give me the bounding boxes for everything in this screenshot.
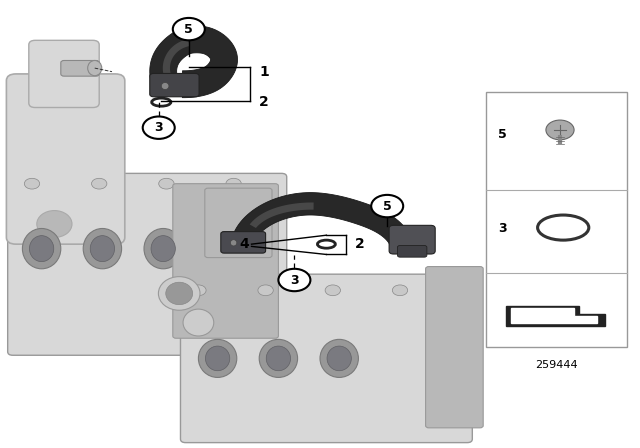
Circle shape xyxy=(143,116,175,139)
FancyBboxPatch shape xyxy=(150,73,199,97)
Polygon shape xyxy=(250,202,314,228)
FancyBboxPatch shape xyxy=(389,225,435,254)
Polygon shape xyxy=(506,306,605,326)
Text: 5: 5 xyxy=(498,128,507,141)
Ellipse shape xyxy=(22,228,61,269)
Ellipse shape xyxy=(159,276,200,310)
Polygon shape xyxy=(150,26,237,98)
Ellipse shape xyxy=(205,346,230,371)
FancyBboxPatch shape xyxy=(61,60,99,76)
Circle shape xyxy=(191,285,206,296)
Ellipse shape xyxy=(183,309,214,336)
Ellipse shape xyxy=(259,340,298,377)
FancyBboxPatch shape xyxy=(180,274,472,443)
Text: 4: 4 xyxy=(240,237,250,251)
FancyBboxPatch shape xyxy=(8,173,287,355)
Circle shape xyxy=(92,178,107,189)
Ellipse shape xyxy=(266,346,291,371)
Ellipse shape xyxy=(29,236,54,262)
Text: 259444: 259444 xyxy=(536,360,578,370)
Text: 3: 3 xyxy=(154,121,163,134)
Circle shape xyxy=(371,195,403,217)
Ellipse shape xyxy=(90,236,115,262)
Bar xyxy=(486,92,627,347)
Circle shape xyxy=(173,18,205,40)
Text: 3: 3 xyxy=(498,222,506,235)
Ellipse shape xyxy=(198,340,237,377)
Ellipse shape xyxy=(37,211,72,237)
Circle shape xyxy=(258,285,273,296)
Ellipse shape xyxy=(88,60,102,76)
FancyBboxPatch shape xyxy=(221,232,266,253)
Polygon shape xyxy=(163,39,190,82)
Polygon shape xyxy=(511,308,597,323)
Circle shape xyxy=(24,178,40,189)
Ellipse shape xyxy=(327,346,351,371)
Ellipse shape xyxy=(320,340,358,377)
Ellipse shape xyxy=(161,82,169,90)
FancyBboxPatch shape xyxy=(6,74,125,244)
Text: 2: 2 xyxy=(259,95,269,109)
Ellipse shape xyxy=(166,282,193,305)
FancyBboxPatch shape xyxy=(205,188,272,258)
Circle shape xyxy=(226,178,241,189)
FancyBboxPatch shape xyxy=(173,184,278,338)
Polygon shape xyxy=(232,193,413,248)
FancyBboxPatch shape xyxy=(29,40,99,108)
Circle shape xyxy=(278,269,310,291)
FancyBboxPatch shape xyxy=(397,246,427,257)
Circle shape xyxy=(159,178,174,189)
Circle shape xyxy=(392,285,408,296)
FancyBboxPatch shape xyxy=(426,267,483,428)
Ellipse shape xyxy=(144,228,182,269)
Text: 5: 5 xyxy=(383,199,392,213)
Circle shape xyxy=(546,120,574,140)
Text: 3: 3 xyxy=(290,273,299,287)
Ellipse shape xyxy=(83,228,122,269)
Text: 2: 2 xyxy=(355,237,365,251)
Circle shape xyxy=(325,285,340,296)
Text: 1: 1 xyxy=(259,65,269,79)
Ellipse shape xyxy=(230,240,237,246)
Ellipse shape xyxy=(151,236,175,262)
Text: 5: 5 xyxy=(184,22,193,36)
